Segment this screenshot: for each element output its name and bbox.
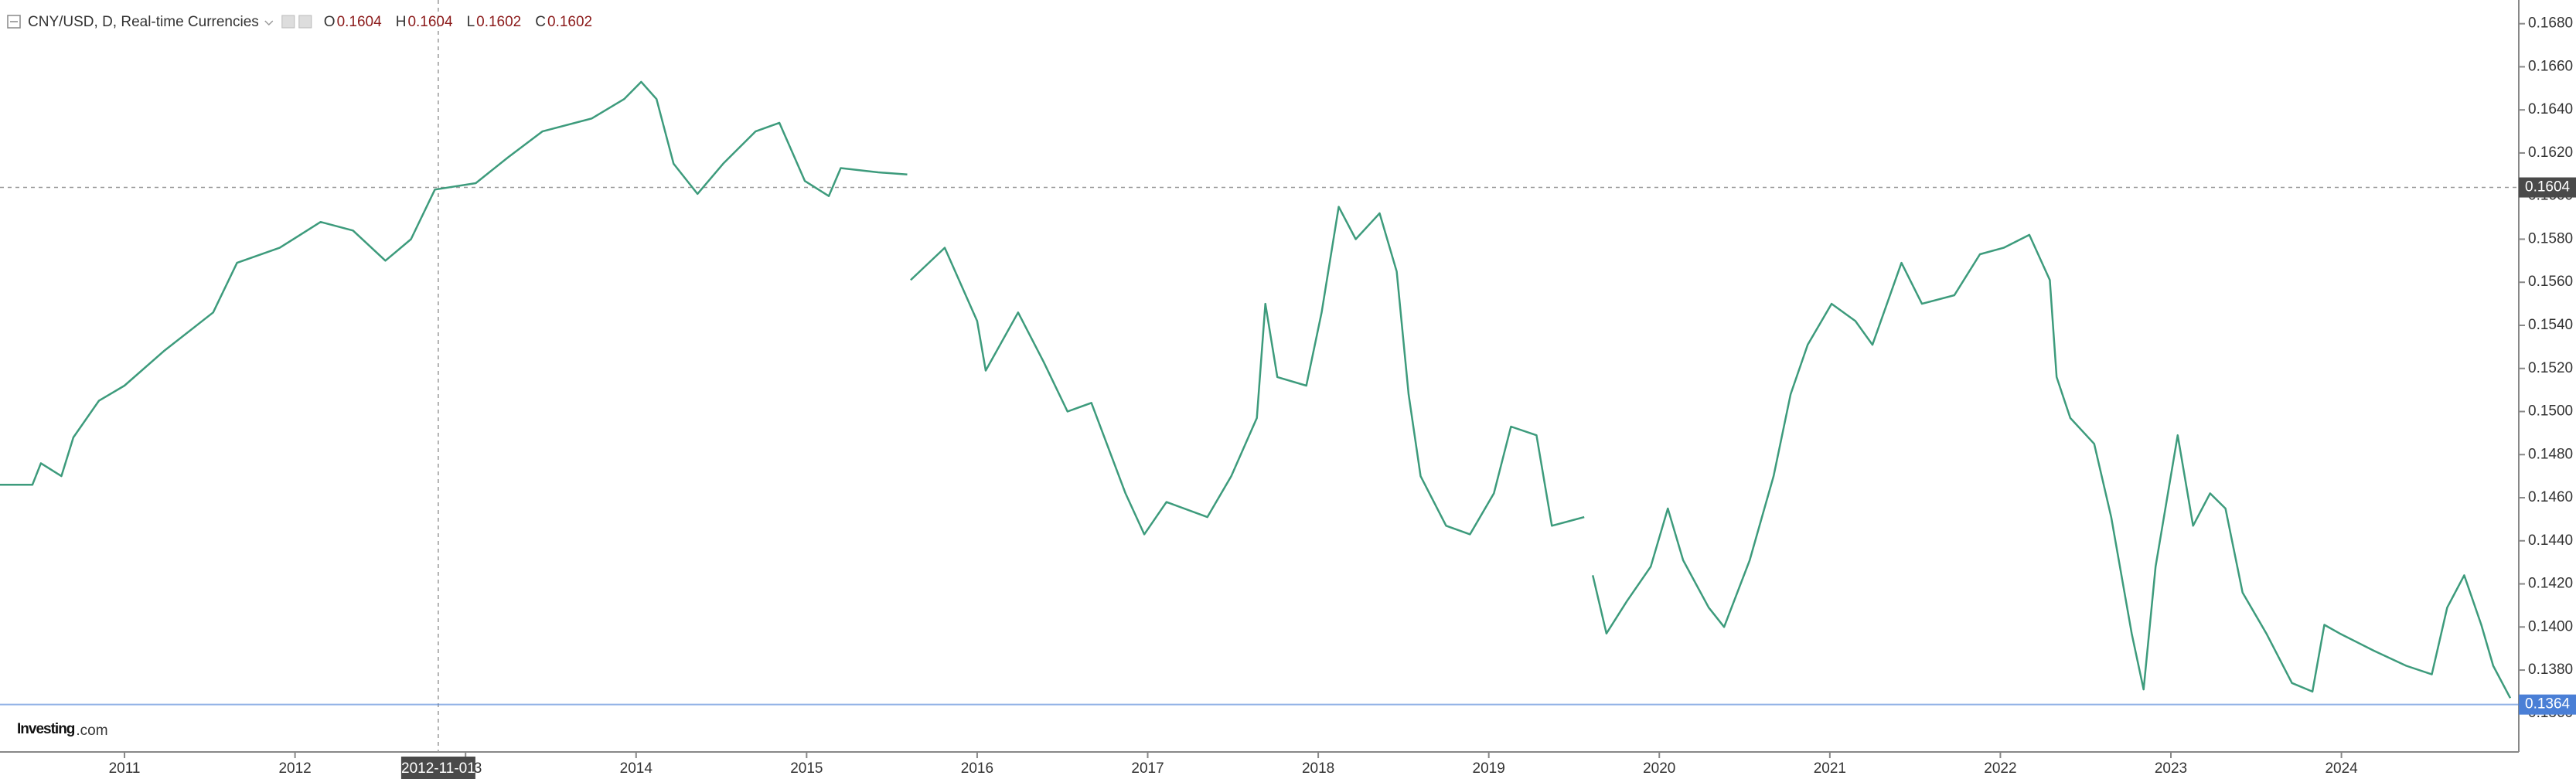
- collapse-icon: [7, 15, 21, 29]
- x-tick-label: 2018: [1302, 760, 1334, 777]
- ohlc-label: L: [467, 14, 475, 30]
- y-tick-label: 0.1560: [2528, 274, 2573, 290]
- y-tick-label: 0.1420: [2528, 576, 2573, 592]
- logo-suffix: .com: [76, 723, 107, 739]
- settings-icon: [281, 15, 295, 29]
- x-tick-label: 2019: [1473, 760, 1505, 777]
- last-price-box: [2519, 694, 2576, 715]
- y-tick-label: 0.1400: [2528, 618, 2573, 634]
- x-tick-label: 2014: [620, 760, 653, 777]
- x-tick-label: 2023: [2155, 760, 2187, 777]
- symbol-dropdown: [264, 20, 274, 26]
- x-tick-label: 2022: [1984, 760, 2016, 777]
- y-tick-label: 0.1480: [2528, 446, 2573, 462]
- x-tick-label: 2017: [1131, 760, 1164, 777]
- y-tick-label: 0.1500: [2528, 403, 2573, 420]
- y-tick-label: 0.1660: [2528, 58, 2573, 74]
- symbol-title: CNY/USD, D, Real-time Currencies: [28, 14, 259, 30]
- ohlc-value: 0.1604: [407, 14, 453, 30]
- ohlc-value: 0.1602: [476, 14, 521, 30]
- crosshair-x-box: [400, 757, 475, 779]
- crosshair-y-label: 0.1604: [2525, 179, 2571, 196]
- x-tick-label: 2012: [278, 760, 311, 777]
- ohlc-label: C: [535, 14, 546, 30]
- settings-icon: [298, 15, 312, 29]
- ohlc-value: 0.1602: [547, 14, 592, 30]
- logo-brand: Investing: [17, 721, 75, 737]
- x-tick-label: 2021: [1814, 760, 1846, 777]
- y-tick-label: 0.1540: [2528, 317, 2573, 333]
- ohlc-label: H: [396, 14, 407, 30]
- last-price-label: 0.1364: [2525, 696, 2571, 713]
- y-tick-label: 0.1520: [2528, 360, 2573, 376]
- y-tick-label: 0.1620: [2528, 145, 2573, 161]
- y-tick-label: 0.1460: [2528, 489, 2573, 505]
- ohlc-label: O: [324, 14, 336, 30]
- y-tick-label: 0.1640: [2528, 101, 2573, 117]
- x-tick-label: 2020: [1643, 760, 1675, 777]
- y-tick-label: 0.1380: [2528, 662, 2573, 678]
- y-tick-label: 0.1580: [2528, 230, 2573, 247]
- x-tick-label: 2024: [2325, 760, 2358, 777]
- price-line: [0, 80, 2512, 699]
- crosshair-y-box: [2519, 177, 2576, 198]
- x-tick-label: 2016: [961, 760, 993, 777]
- y-tick-label: 0.1680: [2528, 15, 2573, 32]
- y-tick-label: 0.1440: [2528, 532, 2573, 549]
- x-tick-label: 2015: [790, 760, 823, 777]
- ohlc-value: 0.1604: [337, 14, 383, 30]
- x-tick-label: 2011: [109, 760, 141, 777]
- crosshair-x-label: 2012-11-01: [401, 760, 475, 777]
